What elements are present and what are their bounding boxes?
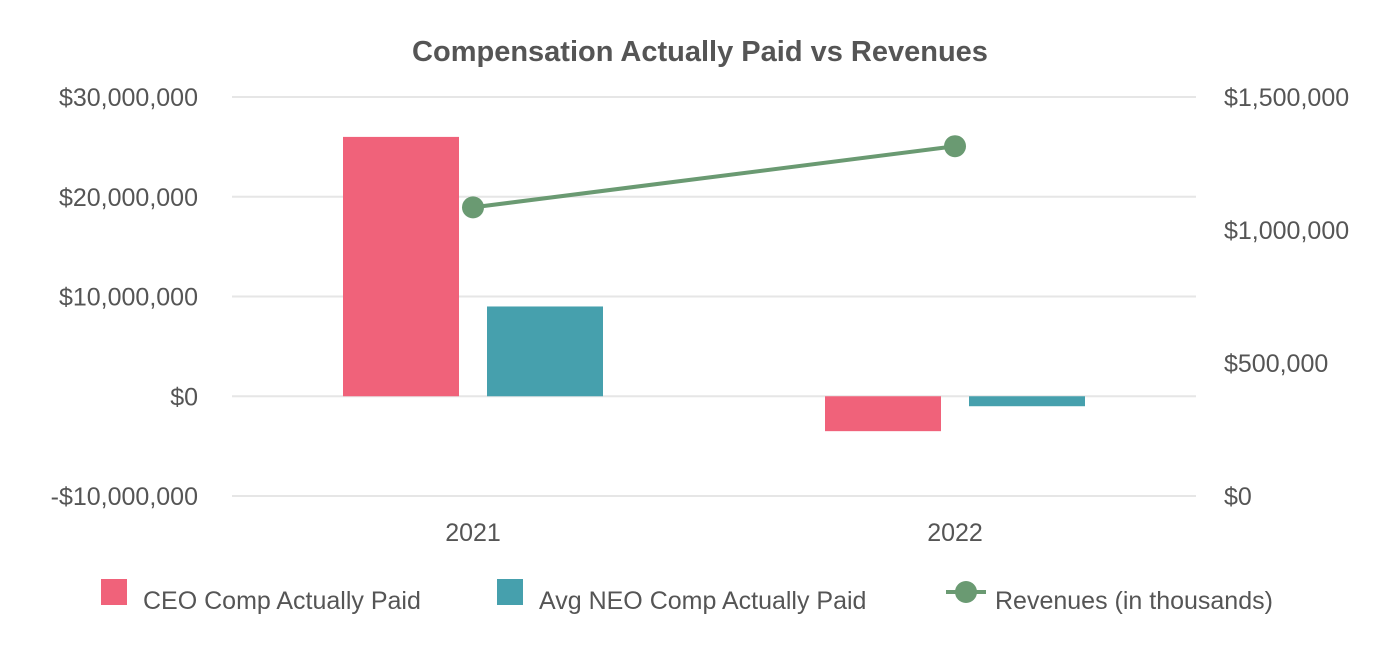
legend-item-avg-neo-comp-actually-paid[interactable]: Avg NEO Comp Actually Paid	[497, 579, 866, 615]
right-y-tick-label: $500,000	[1224, 350, 1328, 378]
left-y-tick-label: $20,000,000	[59, 184, 198, 212]
line-series	[462, 135, 966, 219]
left-y-tick-label: $30,000,000	[59, 84, 198, 112]
legend-swatch	[497, 579, 523, 605]
bar-avg-neo-comp-actually-paid-2022[interactable]	[969, 396, 1085, 407]
legend-point-marker	[955, 581, 977, 603]
x-tick-label: 2022	[927, 519, 983, 547]
x-tick-label: 2021	[445, 519, 501, 547]
chart-title: Compensation Actually Paid vs Revenues	[412, 36, 988, 68]
point-revenues-in-thousands-2021[interactable]	[462, 196, 484, 219]
legend-label: CEO Comp Actually Paid	[143, 587, 421, 615]
left-y-tick-label: $10,000,000	[59, 284, 198, 312]
legend-label: Revenues (in thousands)	[995, 587, 1273, 615]
right-y-tick-label: $0	[1224, 483, 1252, 511]
line-revenues-in-thousands	[472, 144, 956, 210]
point-revenues-in-thousands-2022[interactable]	[944, 135, 966, 158]
legend[interactable]: CEO Comp Actually Paid Avg NEO Comp Actua…	[101, 579, 1273, 615]
bar-series	[343, 136, 1085, 432]
left-y-axis: $30,000,000 $20,000,000 $10,000,000 $0 -$10,…	[51, 84, 198, 511]
bar-ceo-comp-actually-paid-2022[interactable]	[825, 396, 941, 432]
legend-label: Avg NEO Comp Actually Paid	[539, 587, 866, 615]
left-y-tick-label: $0	[170, 383, 198, 411]
bar-avg-neo-comp-actually-paid-2021[interactable]	[487, 306, 603, 397]
x-axis: 2021 2022	[445, 519, 983, 547]
right-y-tick-label: $1,500,000	[1224, 84, 1349, 112]
legend-item-ceo-comp-actually-paid[interactable]: CEO Comp Actually Paid	[101, 579, 421, 615]
right-y-axis: $1,500,000 $1,000,000 $500,000 $0	[1224, 84, 1349, 511]
legend-swatch	[101, 579, 127, 605]
legend-item-revenues-in-thousands[interactable]: Revenues (in thousands)	[946, 581, 1273, 615]
bar-ceo-comp-actually-paid-2021[interactable]	[343, 136, 459, 397]
left-y-tick-label: -$10,000,000	[51, 483, 198, 511]
right-y-tick-label: $1,000,000	[1224, 217, 1349, 245]
